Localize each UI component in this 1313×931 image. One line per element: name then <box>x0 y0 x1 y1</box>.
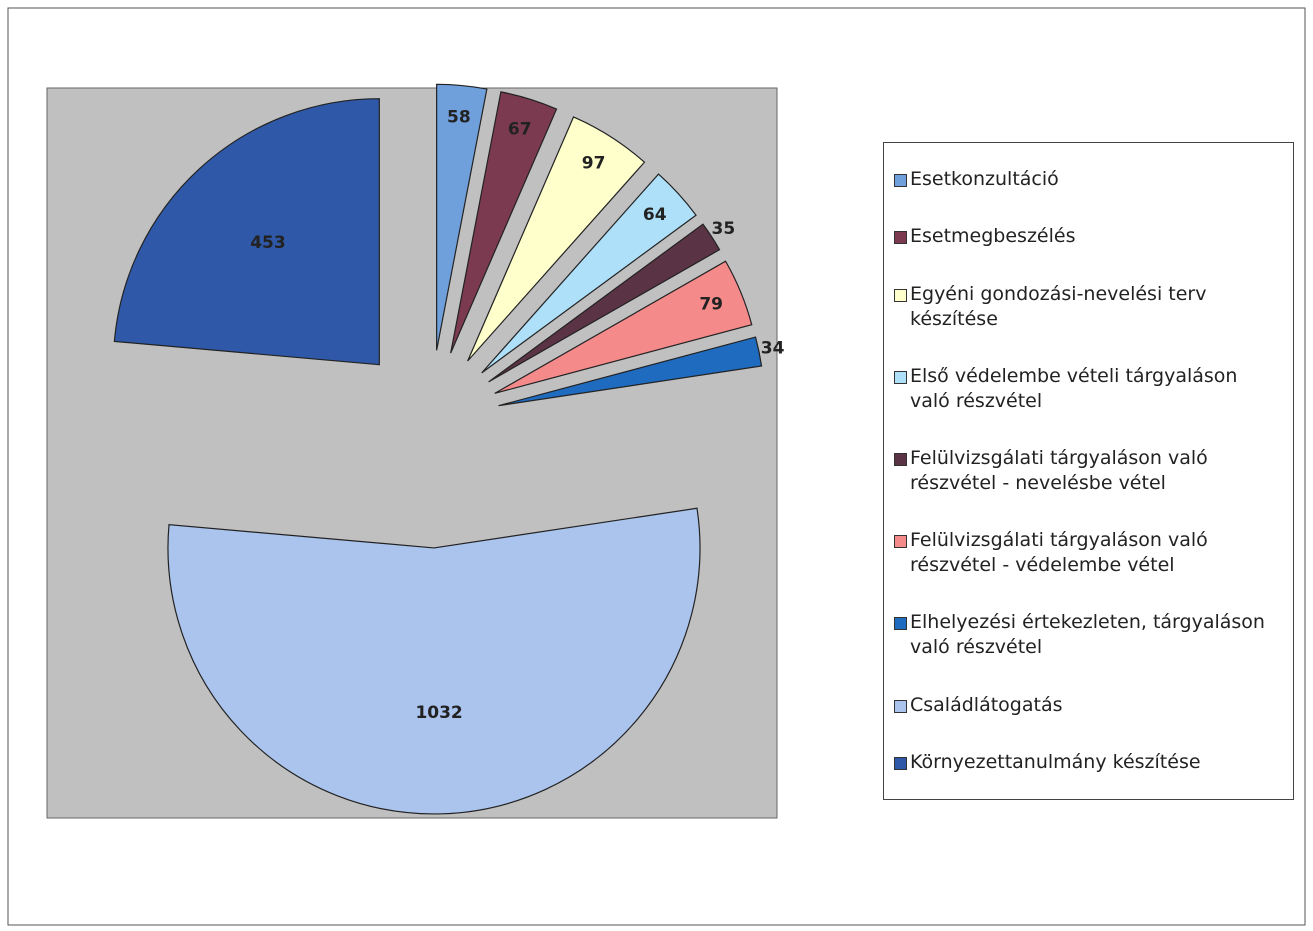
legend-swatch <box>894 231 907 245</box>
legend-label: Környezettanulmány készítése <box>910 750 1201 773</box>
legend-swatch <box>894 756 907 770</box>
data-label: 64 <box>643 205 667 225</box>
legend-item: Felülvizsgálati tárgyaláson való részvét… <box>894 446 1283 496</box>
pie-slice <box>494 260 753 394</box>
legend-item: Elhelyezési értekezleten, tárgyaláson va… <box>894 610 1283 660</box>
data-label: 1032 <box>415 703 462 723</box>
pie-slice <box>481 173 697 374</box>
slices: 58 67 97 64 35 79 34 1032 453 <box>113 83 785 815</box>
legend-label: Egyéni gondozási-nevelési terv készítése <box>910 282 1207 330</box>
legend-item: Környezettanulmány készítése <box>894 750 1283 775</box>
legend-swatch <box>894 174 907 188</box>
legend-swatch <box>894 370 907 384</box>
pie-slice <box>498 336 763 407</box>
legend-label: Családlátogatás <box>910 693 1063 716</box>
data-label: 453 <box>250 233 286 253</box>
pie-slice <box>113 98 380 366</box>
frame <box>7 7 1306 926</box>
legend-item: Esetmegbeszélés <box>894 224 1283 249</box>
legend-swatch <box>894 288 907 302</box>
legend-label: Első védelembe vételi tárgyaláson való r… <box>910 364 1238 412</box>
legend-item: Egyéni gondozási-nevelési terv készítése <box>894 282 1283 332</box>
legend-label: Esetkonzultáció <box>910 168 1059 191</box>
legend-swatch <box>894 617 907 631</box>
pie-slice <box>467 116 646 362</box>
data-label: 97 <box>582 154 606 174</box>
data-label: 34 <box>761 339 785 359</box>
legend: Esetkonzultáció Esetmegbeszélés Egyéni gon… <box>883 142 1294 800</box>
legend-label: Felülvizsgálati tárgyaláson való részvét… <box>910 446 1208 494</box>
data-label: 58 <box>447 107 471 127</box>
data-label: 79 <box>699 294 723 314</box>
pie-slice <box>488 223 721 383</box>
pie-slice <box>450 91 558 354</box>
legend-swatch <box>894 699 907 713</box>
legend-item: Esetkonzultáció <box>894 167 1283 192</box>
pie-slice <box>167 507 701 815</box>
data-label: 67 <box>508 119 532 139</box>
data-label: 35 <box>711 219 735 239</box>
legend-label: Esetmegbeszélés <box>910 225 1076 248</box>
legend-swatch <box>894 535 907 549</box>
legend-item: Első védelembe vételi tárgyaláson való r… <box>894 364 1283 414</box>
legend-label: Elhelyezési értekezleten, tárgyaláson va… <box>910 611 1265 659</box>
legend-item: Felülvizsgálati tárgyaláson való részvét… <box>894 528 1283 578</box>
pie-slice <box>436 83 488 351</box>
legend-item: Családlátogatás <box>894 693 1283 718</box>
legend-label: Felülvizsgálati tárgyaláson való részvét… <box>910 529 1208 577</box>
legend-swatch <box>894 452 907 466</box>
